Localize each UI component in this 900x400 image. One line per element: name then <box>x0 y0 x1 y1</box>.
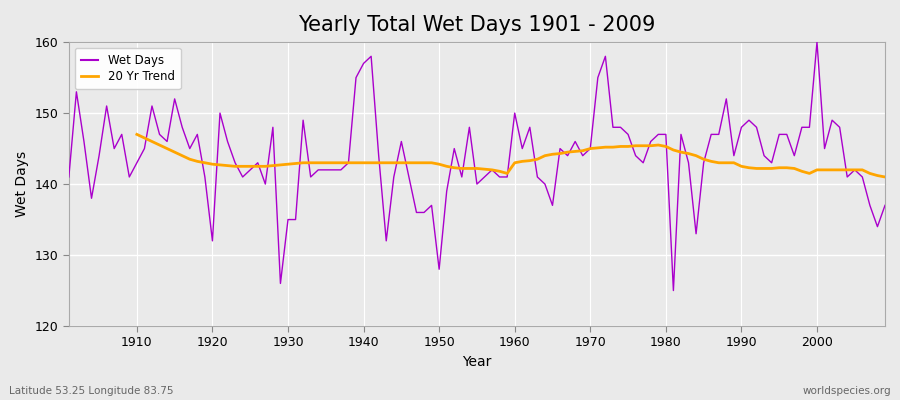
X-axis label: Year: Year <box>463 355 491 369</box>
Title: Yearly Total Wet Days 1901 - 2009: Yearly Total Wet Days 1901 - 2009 <box>298 15 655 35</box>
Text: Latitude 53.25 Longitude 83.75: Latitude 53.25 Longitude 83.75 <box>9 386 174 396</box>
Legend: Wet Days, 20 Yr Trend: Wet Days, 20 Yr Trend <box>75 48 181 89</box>
Y-axis label: Wet Days: Wet Days <box>15 151 29 217</box>
Text: worldspecies.org: worldspecies.org <box>803 386 891 396</box>
